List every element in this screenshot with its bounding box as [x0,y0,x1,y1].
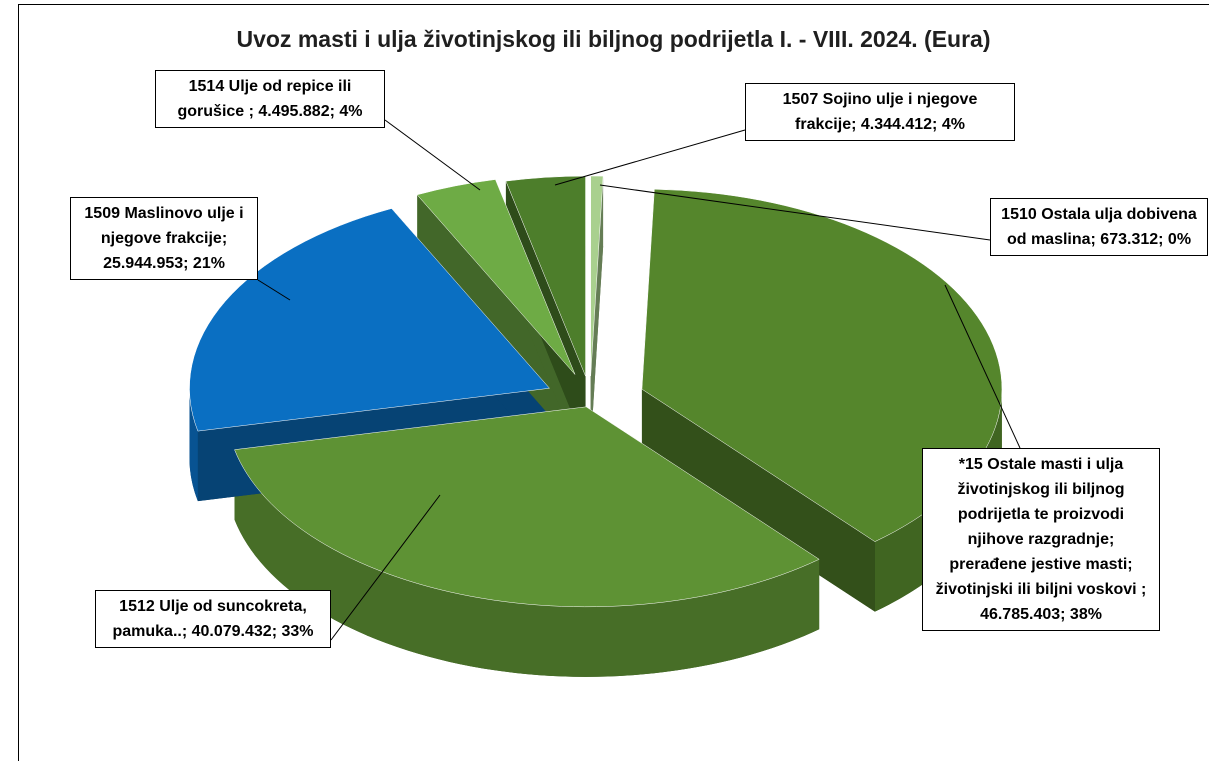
slice-rim [189,388,198,502]
leader-line [257,279,291,301]
chart-title: Uvoz masti i ulja životinjskog ili biljn… [236,26,991,52]
category-label: 1510 Ostala ulja dobivena od maslina [1001,206,1197,248]
data-label: 1510 Ostala ulja dobivena od maslina; 67… [990,198,1208,256]
slice [416,179,576,375]
chart-border [18,4,1209,761]
slice [590,175,604,377]
category-label: 1507 Sojino ulje i njegove frakcije [782,91,978,133]
slice-wall [590,176,604,447]
value-label: ; 40.079.432; 33% [181,623,314,640]
category-label: *15 Ostale masti i ulja životinjskog ili… [935,456,1137,598]
value-label: ; 673.312; 0% [1090,231,1192,248]
slice [234,406,820,608]
data-label: 1514 Ulje od repice ili gorušice ; 4.495… [155,70,385,128]
data-label: 1507 Sojino ulje i njegove frakcije; 4.3… [745,83,1015,141]
leader-line [330,494,441,641]
data-label: 1509 Maslinovo ulje i njegove frakcije; … [70,197,258,280]
slice-rim [234,449,820,677]
value-label: ; 4.495.882; 4% [244,103,363,120]
slice-wall [641,389,875,612]
category-label: 1514 Ulje od repice ili gorušice [177,78,352,120]
data-label: 1512 Ulje od suncokreta, pamuka..; 40.07… [95,590,331,648]
value-label: ; 4.344.412; 4% [851,116,965,133]
leader-line [554,129,746,186]
category-label: 1512 Ulje od suncokreta, pamuka.. [112,598,307,640]
category-label: 1509 Maslinovo ulje i njegove frakcije [84,205,244,247]
leader-line [944,284,1021,449]
data-label: *15 Ostale masti i ulja životinjskog ili… [922,448,1160,631]
leader-line [599,184,991,241]
slice-rim [874,389,1002,612]
slice [189,208,550,432]
value-label: ; 46.785.403; 38% [980,581,1147,623]
leader-line [384,119,481,191]
value-label: ; 25.944.953; 21% [103,230,228,272]
